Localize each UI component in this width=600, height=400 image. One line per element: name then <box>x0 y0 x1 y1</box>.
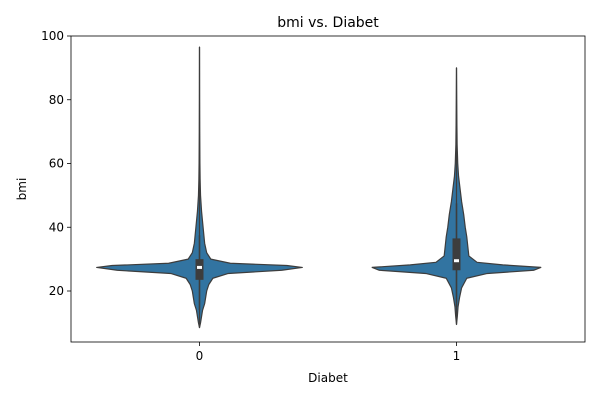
x-tick-label: 0 <box>196 349 204 363</box>
x-axis-title: Diabet <box>308 371 348 385</box>
y-tick-label: 60 <box>49 157 64 171</box>
y-tick-label: 40 <box>49 220 64 234</box>
violin-group-1 <box>371 67 542 326</box>
y-tick-label: 80 <box>49 93 64 107</box>
chart-title: bmi vs. Diabet <box>277 15 379 31</box>
x-tick-label: 1 <box>453 349 461 363</box>
y-axis-title: bmi <box>15 178 29 201</box>
axes-frame <box>70 35 586 343</box>
y-axis: 20 40 60 80 100 <box>41 29 71 298</box>
median-mark-1 <box>454 259 459 263</box>
violin-group-0 <box>96 46 303 329</box>
plot-area <box>96 46 542 329</box>
median-mark-0 <box>197 265 202 269</box>
iqr-box-0 <box>195 259 204 280</box>
iqr-box-1 <box>452 238 461 271</box>
y-tick-label: 100 <box>41 29 64 43</box>
y-tick-label: 20 <box>49 284 64 298</box>
